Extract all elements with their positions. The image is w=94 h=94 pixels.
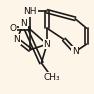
Text: N: N (20, 19, 27, 28)
Text: O: O (10, 24, 17, 33)
Text: CH₃: CH₃ (43, 73, 60, 82)
Text: NH: NH (23, 7, 37, 16)
Text: N: N (72, 47, 79, 56)
Text: N: N (44, 40, 50, 49)
Text: N: N (14, 35, 20, 44)
